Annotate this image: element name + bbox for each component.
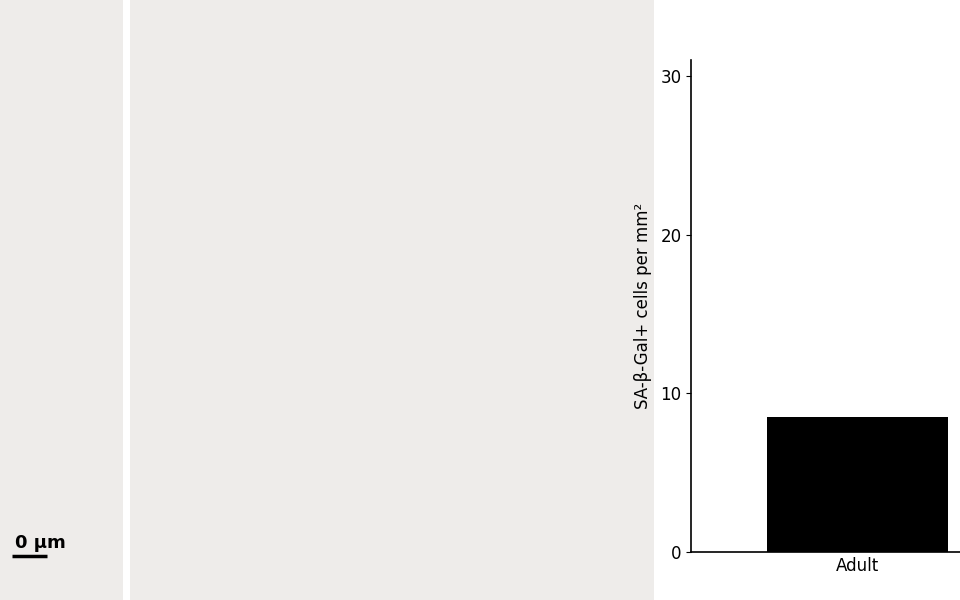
Y-axis label: SA-β-Gal+ cells per mm²: SA-β-Gal+ cells per mm² bbox=[634, 203, 652, 409]
Text: 0 μm: 0 μm bbox=[14, 534, 65, 552]
Bar bbox=[767, 417, 948, 552]
